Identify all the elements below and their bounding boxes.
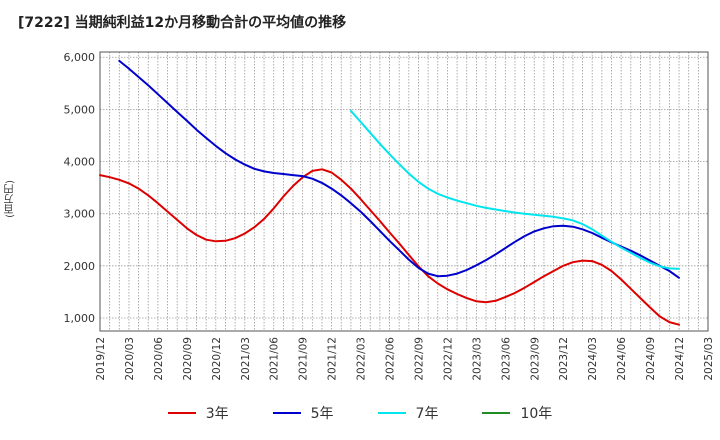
- series-line-0: [99, 168, 680, 326]
- legend-item-3y: 3年: [167, 403, 229, 423]
- x-tick-label: 2021/12: [327, 337, 339, 381]
- series-line-2: [349, 109, 680, 270]
- x-tick-label: 2024/06: [616, 337, 628, 381]
- x-tick-label: 2022/09: [413, 337, 425, 381]
- legend-item-7y: 7年: [377, 403, 439, 423]
- x-tick-label: 2022/03: [356, 337, 368, 381]
- legend-swatch-10y: [482, 412, 511, 414]
- y-tick-label: 4,000: [64, 156, 96, 169]
- x-tick-label: 2021/09: [298, 337, 310, 381]
- x-tick-label: 2025/03: [703, 337, 715, 381]
- x-tick-label: 2020/12: [211, 337, 223, 381]
- x-tick-label: 2022/12: [442, 337, 454, 381]
- legend: 3年 5年 7年 10年: [0, 403, 720, 423]
- legend-label-3y: 3年: [205, 406, 229, 422]
- y-tick-label: 2,000: [64, 260, 96, 273]
- legend-swatch-5y: [272, 412, 301, 414]
- x-tick-label: 2020/03: [124, 337, 136, 381]
- legend-swatch-3y: [167, 412, 196, 414]
- x-tick-label: 2023/09: [529, 337, 541, 381]
- x-tick-label: 2019/12: [95, 337, 107, 381]
- y-tick-label: 5,000: [64, 103, 96, 116]
- x-tick-label: 2023/06: [500, 337, 512, 381]
- legend-swatch-7y: [377, 412, 406, 414]
- legend-label-5y: 5年: [310, 406, 334, 422]
- legend-label-10y: 10年: [520, 406, 553, 422]
- legend-item-10y: 10年: [482, 403, 552, 423]
- x-tick-label: 2020/06: [153, 337, 165, 381]
- line-chart: 1,000 2,000 3,000 4,000 5,000 6,000 2019/12 202…: [64, 51, 716, 381]
- x-tick-label: 2024/09: [645, 337, 657, 381]
- plot-frame: [99, 51, 709, 332]
- x-tick-label: 2024/12: [674, 337, 686, 381]
- y-tick-label: 3,000: [64, 208, 96, 221]
- chart-title: [7222] 当期純利益12か月移動合計の平均値の推移: [18, 15, 347, 31]
- x-tick-label: 2021/03: [240, 337, 252, 381]
- y-tick-label: 6,000: [64, 51, 96, 64]
- y-tick-label: 1,000: [64, 312, 96, 325]
- x-tick-label: 2024/03: [587, 337, 599, 381]
- legend-label-7y: 7年: [415, 406, 439, 422]
- series-line-1: [118, 59, 680, 279]
- x-tick-label: 2023/03: [471, 337, 483, 381]
- x-tick-label: 2023/12: [558, 337, 570, 381]
- x-tick-label: 2020/09: [182, 337, 194, 381]
- x-tick-label: 2021/06: [269, 337, 281, 381]
- x-tick-label: 2022/06: [385, 337, 397, 381]
- legend-item-5y: 5年: [272, 403, 334, 423]
